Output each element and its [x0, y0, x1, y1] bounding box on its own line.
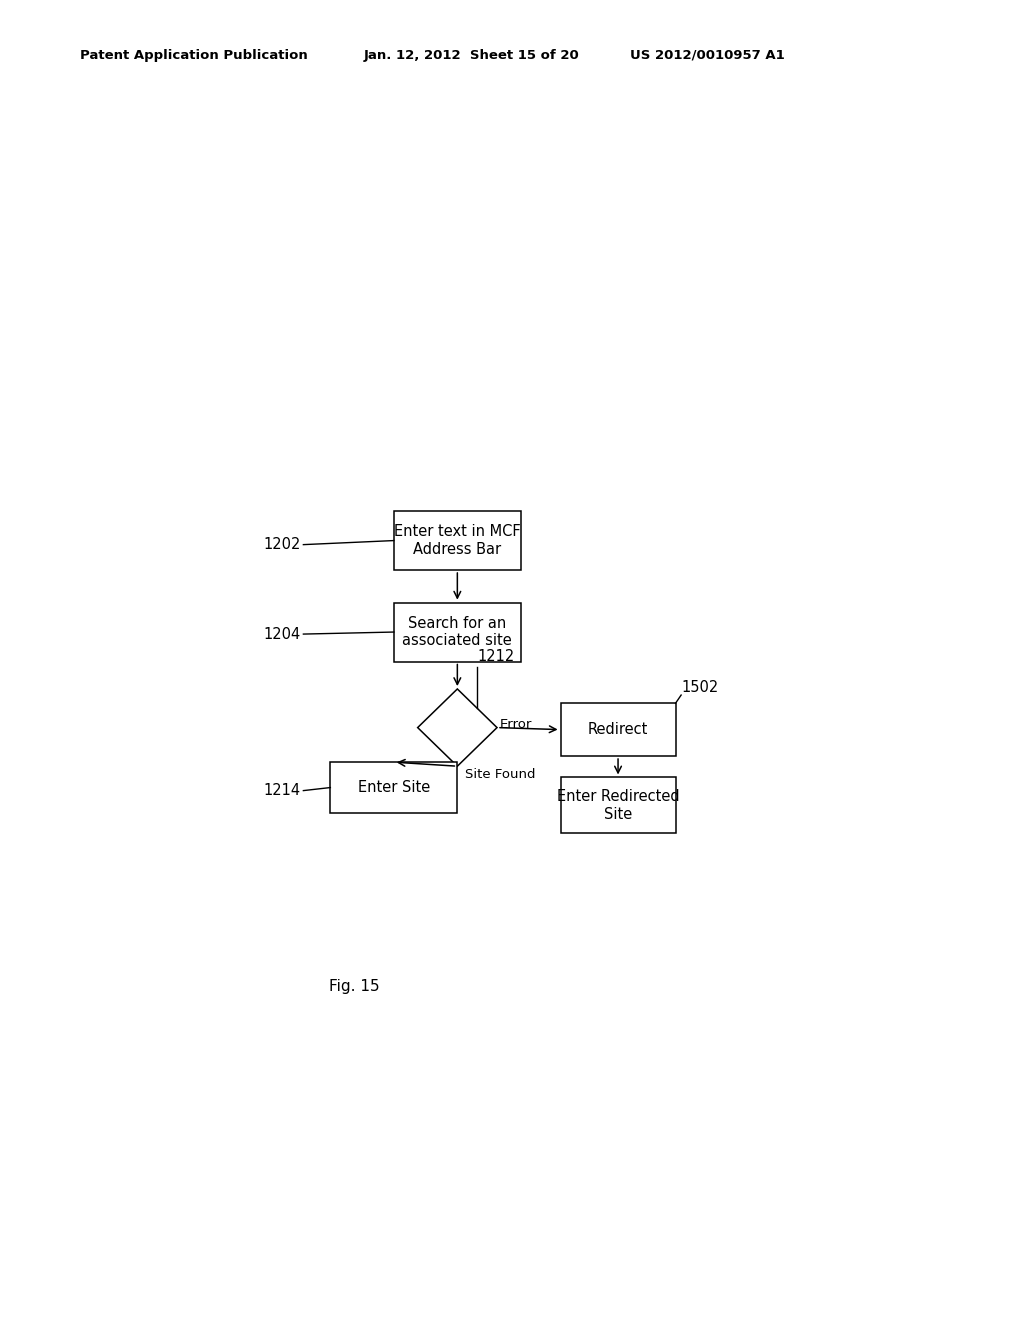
Bar [331, 762, 458, 813]
Text: Search for an
associated site: Search for an associated site [402, 616, 512, 648]
Text: 1502: 1502 [681, 680, 719, 696]
Text: 1212: 1212 [477, 648, 514, 664]
Text: 1202: 1202 [263, 537, 301, 552]
Text: Site Found: Site Found [465, 768, 536, 781]
Bar [394, 511, 521, 570]
Bar [560, 704, 676, 756]
Text: Patent Application Publication: Patent Application Publication [80, 49, 307, 62]
Text: Enter Site: Enter Site [357, 780, 430, 795]
Bar [394, 602, 521, 661]
Text: Error: Error [500, 718, 531, 731]
Text: Jan. 12, 2012  Sheet 15 of 20: Jan. 12, 2012 Sheet 15 of 20 [364, 49, 580, 62]
Bar [560, 777, 676, 833]
Text: Redirect: Redirect [588, 722, 648, 737]
Polygon shape [418, 689, 497, 766]
Text: Enter Redirected
Site: Enter Redirected Site [557, 789, 679, 821]
Text: Fig. 15: Fig. 15 [329, 979, 380, 994]
Text: US 2012/0010957 A1: US 2012/0010957 A1 [630, 49, 784, 62]
Text: 1204: 1204 [264, 627, 301, 642]
Text: 1214: 1214 [264, 783, 301, 799]
Text: Enter text in MCF
Address Bar: Enter text in MCF Address Bar [394, 524, 520, 557]
